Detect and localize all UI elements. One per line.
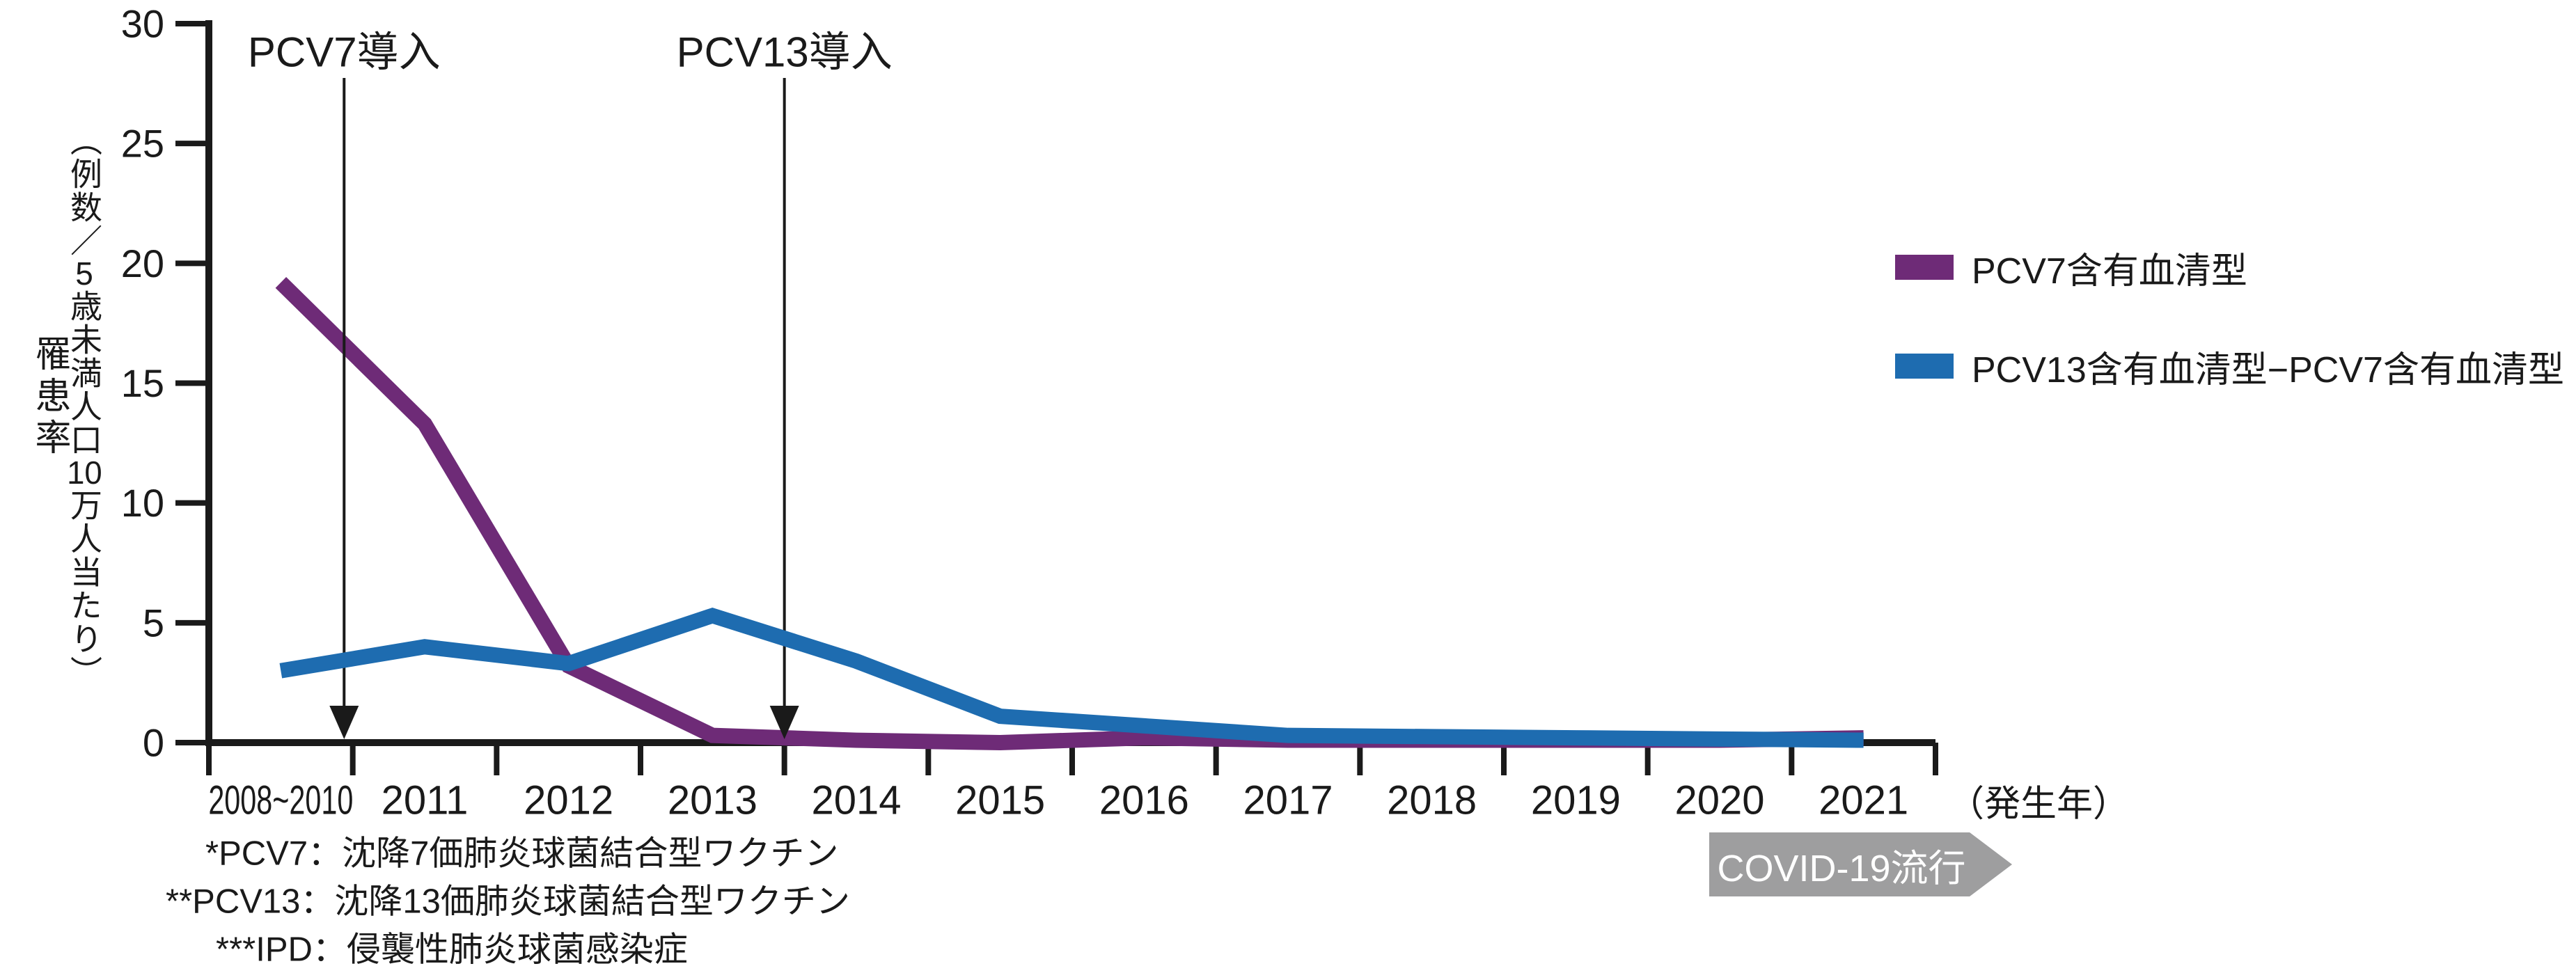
y-tick-label: 10	[121, 481, 164, 525]
y-tick-label: 0	[143, 721, 164, 765]
legend-swatch-pcv7	[1895, 255, 1954, 280]
legend-label-pcv7: PCV7含有血清型	[1972, 251, 2247, 292]
x-tick-label: 2015	[955, 778, 1045, 823]
footnote-pcv13: **PCV13：沈降13価肺炎球菌結合型ワクチン	[166, 883, 850, 921]
x-tick-label: 2018	[1387, 778, 1477, 823]
x-tick-label: 2017	[1243, 778, 1333, 823]
annotation-label: PCV7導入	[248, 29, 441, 76]
y-tick-label: 30	[121, 2, 164, 46]
y-axis-title-digit: 5	[75, 258, 93, 290]
x-tick-label: 2008~2010	[208, 778, 353, 823]
y-axis-title-part: 歳未満人口	[66, 290, 102, 457]
legend-label-pcv13-minus-pcv7: PCV13含有血清型−PCV7含有血清型	[1972, 349, 2564, 390]
x-tick-label: 2016	[1099, 778, 1189, 823]
annotation-arrowhead	[329, 706, 359, 739]
annotation-arrowhead	[769, 706, 799, 739]
y-tick-label: 5	[143, 601, 164, 644]
y-axis-title-inner: （例数／5歳未満人口10万人当たり）	[61, 124, 107, 689]
legend-item-pcv7: PCV7含有血清型	[1895, 242, 2564, 292]
x-tick-label: 2020	[1674, 778, 1764, 823]
footnote-pcv7: *PCV7：沈降7価肺炎球菌結合型ワクチン	[205, 834, 839, 873]
legend-swatch-pcv13-minus-pcv7	[1895, 354, 1954, 379]
covid19-badge-label: COVID-19流行	[1717, 847, 1966, 889]
x-tick-label: 2014	[811, 778, 901, 823]
footnote-ipd: ***IPD：侵襲性肺炎球菌感染症	[216, 931, 688, 969]
annotation-label: PCV13導入	[677, 29, 893, 76]
y-tick-label: 25	[121, 122, 164, 166]
x-tick-label: 2012	[524, 778, 613, 823]
x-axis-title: （発生年）	[1948, 784, 2130, 825]
x-tick-label: 2011	[382, 778, 469, 823]
x-tick-label: 2013	[668, 778, 757, 823]
y-axis-title-outer: 罹患率	[29, 335, 70, 460]
series-line-pcv7	[275, 277, 1864, 751]
x-tick-label: 2021	[1819, 778, 1908, 823]
y-tick-label: 20	[121, 242, 164, 285]
series-line-pcv13-minus-pcv7	[279, 607, 1864, 748]
x-tick-label: 2019	[1531, 778, 1621, 823]
y-axis-title-part: （例数／	[66, 124, 102, 258]
y-tick-label: 15	[121, 361, 164, 405]
covid19-period-badge: COVID-19流行	[1709, 832, 2012, 896]
y-axis-title-part: 万人当たり）	[66, 489, 102, 689]
y-axis-title-digit: 10	[67, 457, 102, 489]
legend-item-pcv13-minus-pcv7: PCV13含有血清型−PCV7含有血清型	[1895, 341, 2564, 391]
legend: PCV7含有血清型 PCV13含有血清型−PCV7含有血清型	[1895, 242, 2564, 440]
